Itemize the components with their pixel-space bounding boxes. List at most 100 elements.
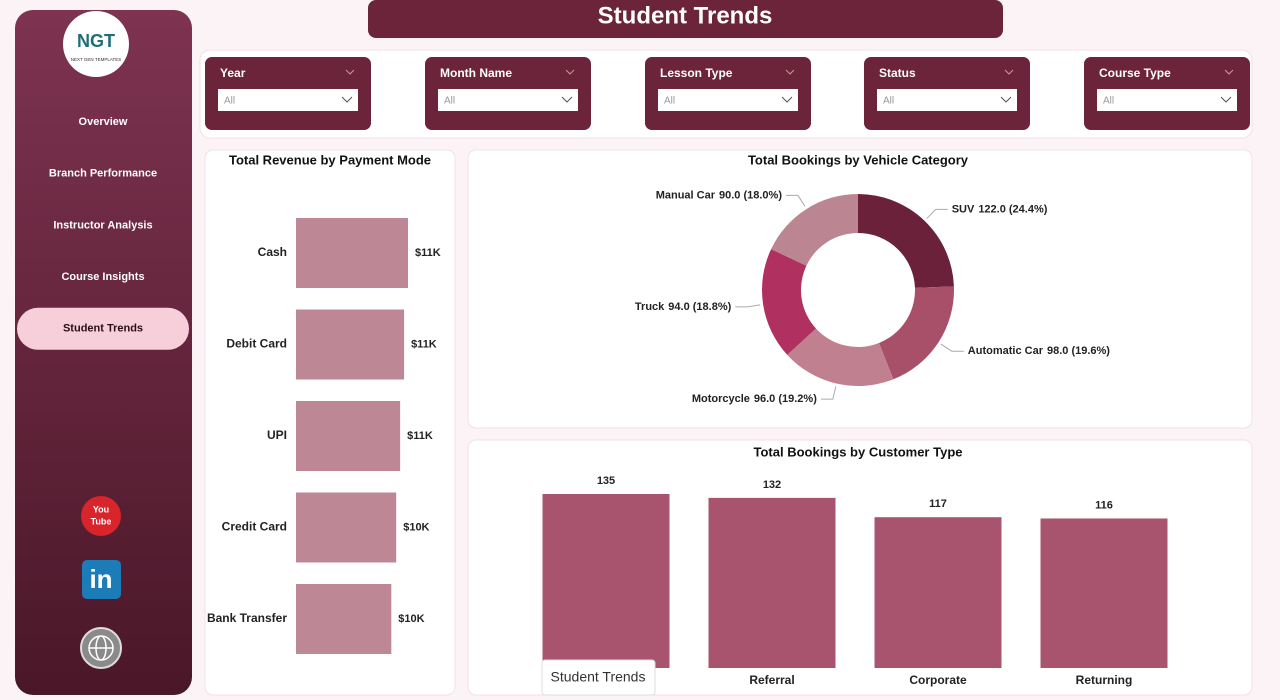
dropdown-chevron <box>781 96 793 103</box>
dropdown[interactable] <box>1097 89 1237 111</box>
donut-slice <box>858 194 954 288</box>
dropdown[interactable] <box>438 89 578 111</box>
y-tick-label: Credit Card <box>222 520 287 534</box>
leader-line <box>785 194 806 207</box>
dropdown-chevron <box>1000 96 1012 103</box>
bar <box>296 309 405 380</box>
nav-item[interactable]: Branch Performance <box>49 168 157 180</box>
donut-slice <box>771 194 858 266</box>
title-banner <box>368 0 1003 38</box>
data-label: $11K <box>411 338 437 350</box>
slice-category: SUV <box>952 203 975 215</box>
data-label: $10K <box>398 613 424 625</box>
x-tick-label: Returning <box>1076 673 1133 687</box>
leader-line <box>820 386 837 400</box>
slice-label: Truck 94.0 (18.8%) <box>635 301 732 313</box>
nav-item[interactable]: Student Trends <box>63 323 143 335</box>
filter-label: Year <box>220 66 246 80</box>
leader-line <box>940 343 964 352</box>
youtube-text: Tube <box>91 516 112 526</box>
chart-title: Total Revenue by Payment Mode <box>229 152 431 167</box>
nav-active[interactable] <box>17 307 189 350</box>
dropdown-value: All <box>883 96 894 107</box>
filter-chevron <box>785 69 795 75</box>
slice-value: 98.0 (19.6%) <box>1047 345 1110 357</box>
filter-label: Status <box>879 66 916 80</box>
y-tick-label: Bank Transfer <box>207 611 287 625</box>
tooltip-text: Student Trends <box>551 669 646 685</box>
bar <box>874 517 1002 668</box>
slice-value: 94.0 (18.8%) <box>668 301 731 313</box>
data-label: 117 <box>929 498 947 510</box>
dropdown-value: All <box>1103 96 1114 107</box>
data-label: $10K <box>403 521 429 533</box>
y-tick-label: UPI <box>267 428 287 442</box>
slice-label: Manual Car 90.0 (18.0%) <box>656 189 783 201</box>
chart-title: Total Bookings by Vehicle Category <box>748 152 969 167</box>
filter-chevron <box>345 69 355 75</box>
dropdown-value: All <box>664 96 675 107</box>
tooltip <box>541 659 656 696</box>
nav-item[interactable]: Overview <box>79 116 128 128</box>
slice-category: Manual Car <box>656 189 716 201</box>
slice-label: SUV 122.0 (24.4%) <box>952 203 1048 215</box>
dropdown-value: All <box>444 96 455 107</box>
bar <box>296 584 392 654</box>
nav-item[interactable]: Course Insights <box>61 271 144 283</box>
leader-line <box>735 304 761 308</box>
donut-slice <box>787 328 894 386</box>
linkedin-text: in <box>89 564 112 594</box>
bar <box>296 401 401 471</box>
x-tick-label: Referral <box>749 673 794 687</box>
y-tick-label: Debit Card <box>226 337 287 351</box>
sidebar <box>15 10 192 695</box>
page-title: Student Trends <box>598 2 773 29</box>
youtube-text: You <box>93 504 109 514</box>
slice-category: Truck <box>635 301 665 313</box>
donut-slice <box>878 286 954 380</box>
slice-value: 122.0 (24.4%) <box>978 203 1047 215</box>
filter-label: Course Type <box>1099 66 1171 80</box>
slice-label: Automatic Car 98.0 (19.6%) <box>968 345 1111 357</box>
dropdown[interactable] <box>877 89 1017 111</box>
y-tick-label: Cash <box>258 245 287 259</box>
slice-category: Motorcycle <box>692 393 750 405</box>
linkedin-icon[interactable] <box>82 560 121 599</box>
slice-value: 90.0 (18.0%) <box>719 189 782 201</box>
slice-category: Automatic Car <box>968 345 1044 357</box>
filter-chevron <box>1004 69 1014 75</box>
panel <box>467 149 1253 429</box>
slice-label: Motorcycle 96.0 (19.2%) <box>692 393 817 405</box>
dropdown-chevron <box>341 96 353 103</box>
globe <box>88 635 114 661</box>
dropdown[interactable] <box>658 89 798 111</box>
youtube-icon[interactable] <box>81 496 121 536</box>
nav-item[interactable]: Instructor Analysis <box>53 219 152 231</box>
data-label: 132 <box>763 479 781 491</box>
dropdown-chevron <box>1220 96 1232 103</box>
logo <box>63 11 129 77</box>
data-label: 135 <box>597 475 615 487</box>
data-label: $11K <box>415 247 441 259</box>
logo-mark: NGT <box>77 31 115 51</box>
slice-value: 96.0 (19.2%) <box>754 393 817 405</box>
dropdown-value: All <box>224 96 235 107</box>
bar <box>296 492 397 563</box>
dropdown-chevron <box>561 96 573 103</box>
data-label: $11K <box>407 430 433 442</box>
filter-chevron <box>565 69 575 75</box>
filter-label: Month Name <box>440 66 512 80</box>
data-label: 116 <box>1095 499 1113 511</box>
bar <box>708 497 836 668</box>
donut-slice <box>762 249 816 355</box>
chart-title: Total Bookings by Customer Type <box>754 444 963 459</box>
filter-label: Lesson Type <box>660 66 733 80</box>
bar <box>542 494 670 668</box>
bar <box>296 218 408 288</box>
filter-chevron <box>1224 69 1234 75</box>
x-tick-label: Corporate <box>909 673 967 687</box>
logo-caption: NEXT GEN TEMPLATES <box>71 57 122 62</box>
bar <box>1040 518 1168 668</box>
dropdown[interactable] <box>218 89 358 111</box>
